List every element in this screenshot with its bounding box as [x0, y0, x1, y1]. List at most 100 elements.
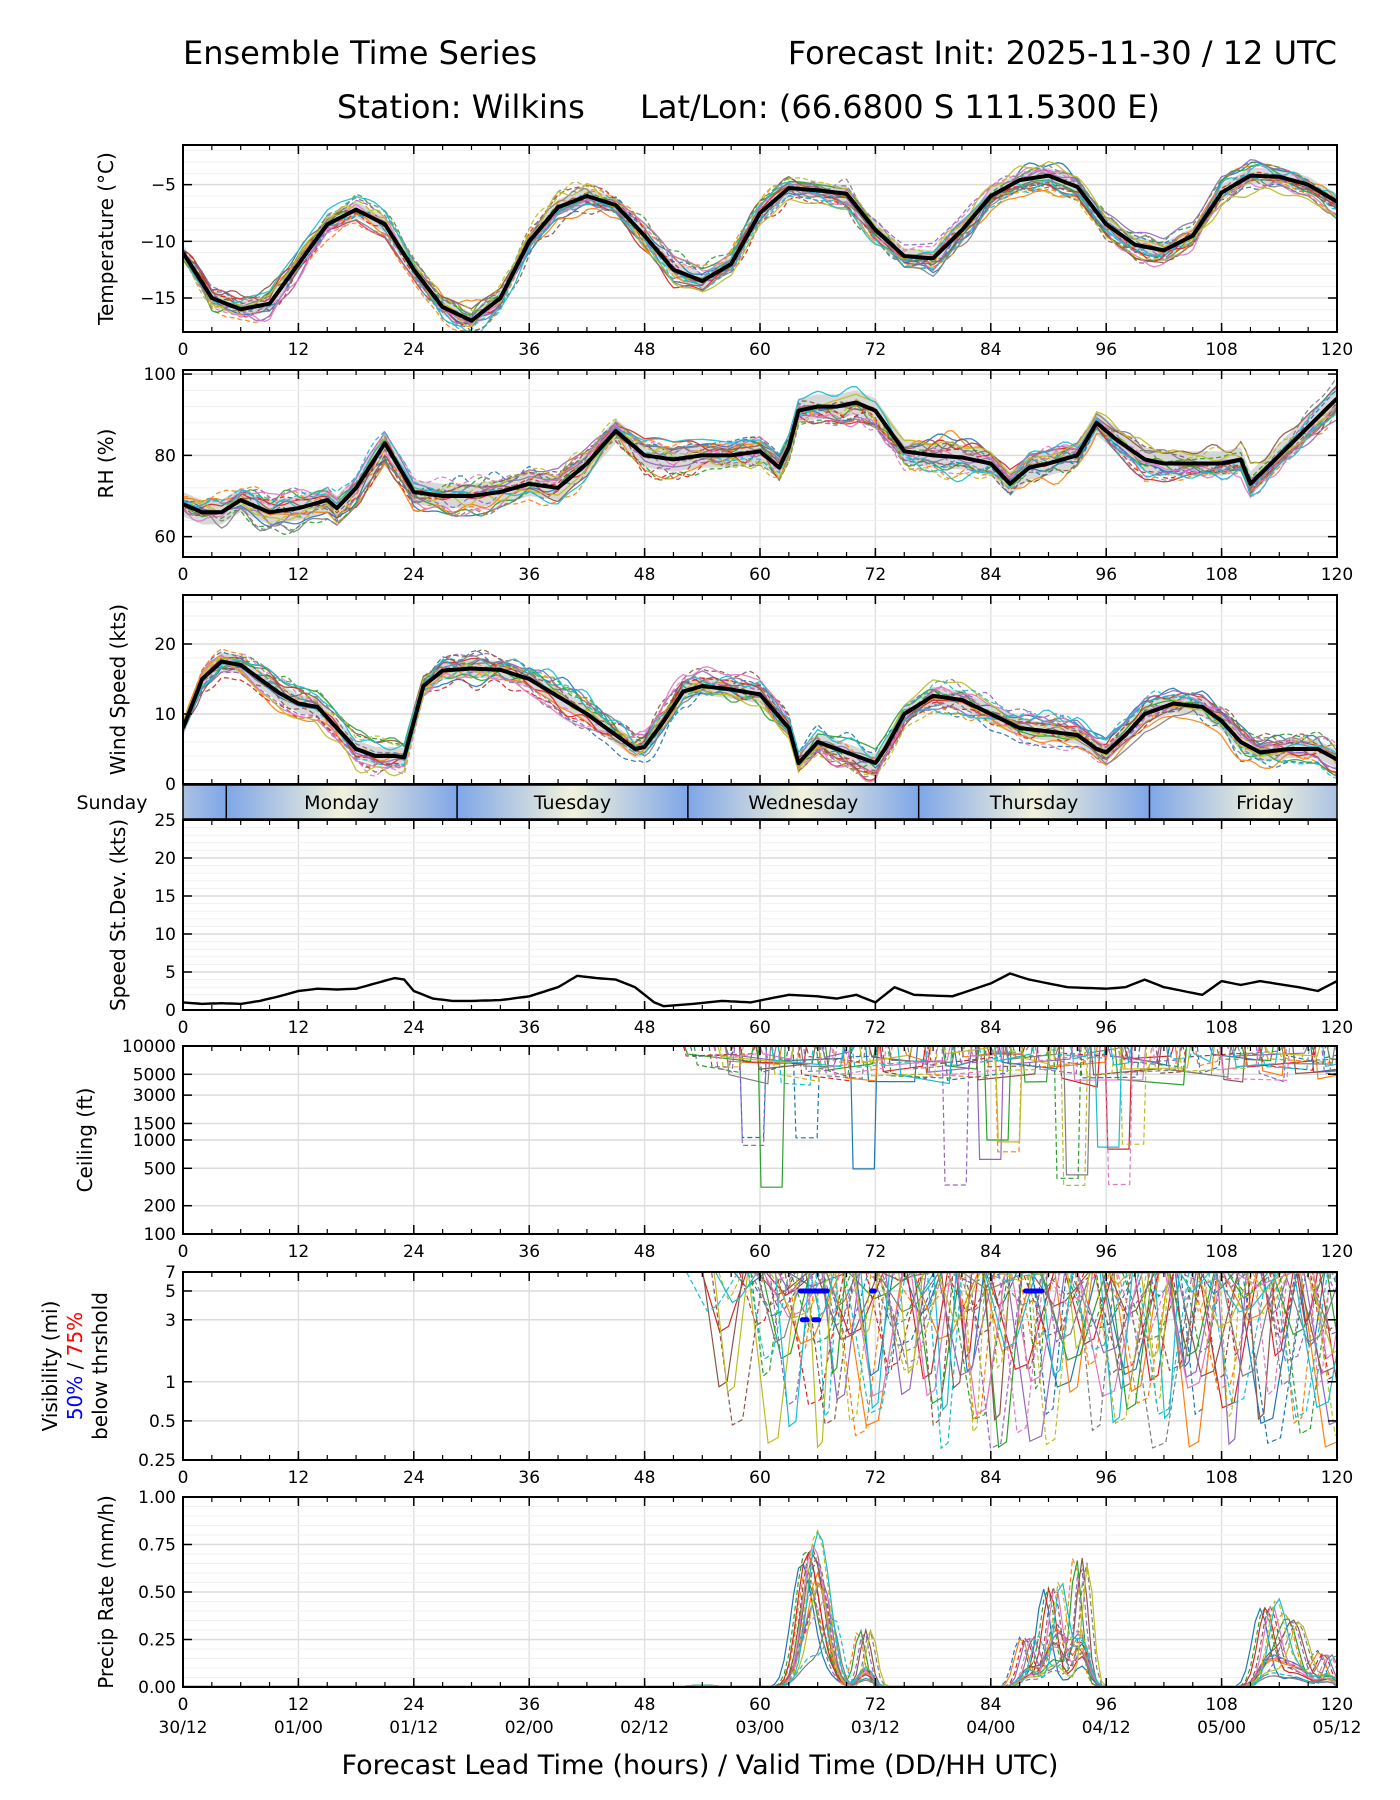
x-tick-label: 96 [1095, 1242, 1117, 1262]
x-tick-label: 108 [1205, 1695, 1237, 1715]
ensemble-member-line [183, 652, 1337, 777]
x-tick-label-valid-time: 03/00 [736, 1718, 785, 1738]
x-tick-label: 36 [518, 340, 540, 360]
vis-plot-area [686, 1272, 1337, 1450]
x-tick-label: 72 [865, 1695, 887, 1715]
y-tick-label: 100 [144, 1225, 176, 1245]
x-tick-label: 84 [980, 1242, 1002, 1262]
x-tick-label: 108 [1205, 1468, 1237, 1488]
ceiling-member-line [725, 1046, 1336, 1176]
x-tick-label: 72 [865, 1018, 887, 1038]
std-panel: 0 12 24 36 48 60 72 84 96 108 120 0 5 10 15 20 25 Speed S… [106, 811, 1353, 1038]
x-tick-label: 120 [1321, 1242, 1353, 1262]
figure-header: Ensemble Time Series Forecast Init: 2025… [0, 0, 1400, 130]
rh-plot-area [183, 376, 1337, 535]
ensemble-member-line [183, 658, 1337, 759]
x-tick-label: 72 [865, 1468, 887, 1488]
station-latlon: Lat/Lon: (66.6800 S 111.5300 E) [640, 88, 1160, 126]
x-tick-label: 24 [403, 1242, 425, 1262]
x-tick-label: 24 [403, 1695, 425, 1715]
ceiling-member-line [693, 1046, 1337, 1179]
y-tick-label: −5 [151, 176, 176, 196]
y-tick-label: 80 [154, 446, 176, 466]
x-tick-label: 60 [749, 340, 771, 360]
x-tick-label: 48 [634, 1018, 656, 1038]
y-tick-label: 20 [154, 635, 176, 655]
visibility-member-line [774, 1272, 1337, 1448]
ceiling-member-line [684, 1046, 1337, 1188]
x-tick-label: 36 [518, 565, 540, 585]
day-label: Friday [1236, 792, 1294, 814]
y-tick-label: 0.25 [138, 1631, 176, 1651]
y-tick-label: 25 [154, 811, 176, 831]
x-tick-label: 60 [749, 1242, 771, 1262]
y-tick-label: 7 [165, 1263, 176, 1283]
x-tick-label: 12 [288, 1018, 310, 1038]
x-tick-label: 108 [1205, 565, 1237, 585]
y-axis-label: Speed St.Dev. (kts) [106, 819, 130, 1011]
ceiling-member-line [771, 1046, 1337, 1080]
x-tick-label: 0 [178, 1018, 189, 1038]
x-tick-label: 12 [288, 565, 310, 585]
y-tick-label: 200 [144, 1197, 176, 1217]
y-tick-label: 15 [154, 887, 176, 907]
ensemble-member-line [183, 177, 1337, 315]
x-tick-label: 0 [178, 1695, 189, 1715]
x-tick-label: 96 [1095, 565, 1117, 585]
x-tick-label-valid-time: 04/00 [966, 1718, 1015, 1738]
x-tick-label: 96 [1095, 340, 1117, 360]
y-tick-label: 0 [165, 1001, 176, 1021]
ceiling-member-line [770, 1046, 1337, 1148]
y-tick-label: 0.50 [138, 1583, 176, 1603]
day-label: Wednesday [748, 792, 858, 814]
visibility-member-line [713, 1272, 1337, 1449]
x-tick-label: 36 [518, 1018, 540, 1038]
y-tick-label: 1 [165, 1373, 176, 1393]
x-tick-label: 0 [178, 340, 189, 360]
x-tick-label: 36 [518, 1242, 540, 1262]
x-tick-label: 120 [1321, 1695, 1353, 1715]
visibility-member-line [763, 1272, 1337, 1416]
x-tick-label: 48 [634, 1242, 656, 1262]
x-tick-label: 96 [1095, 1468, 1117, 1488]
x-tick-label: 84 [980, 1695, 1002, 1715]
y-tick-label: 20 [154, 849, 176, 869]
ensemble-mean-line [183, 173, 1337, 323]
x-tick-label-valid-time: 01/12 [389, 1718, 438, 1738]
ceiling-member-line [717, 1046, 1321, 1143]
y-tick-label: 0 [165, 775, 176, 795]
y-tick-label: 1.00 [138, 1488, 176, 1508]
x-tick-label: 48 [634, 565, 656, 585]
x-tick-label: 12 [288, 1695, 310, 1715]
x-tick-label: 84 [980, 1468, 1002, 1488]
y-axis-label: Wind Speed (kts) [106, 604, 130, 775]
y-tick-label: 5 [165, 1282, 176, 1302]
x-tick-label-valid-time: 02/12 [620, 1718, 669, 1738]
x-tick-label: 0 [178, 565, 189, 585]
x-tick-label: 84 [980, 1018, 1002, 1038]
rh-panel: 0 12 24 36 48 60 72 84 96 108 120 60 80 100 RH (%) [94, 365, 1353, 585]
ensemble-member-line [183, 402, 1337, 533]
x-tick-label: 120 [1321, 565, 1353, 585]
x-tick-label: 72 [865, 565, 887, 585]
x-tick-label: 72 [865, 1242, 887, 1262]
x-tick-label: 24 [403, 565, 425, 585]
day-label: Monday [304, 792, 379, 814]
x-tick-label-valid-time: 05/00 [1197, 1718, 1246, 1738]
x-tick-label-valid-time: 01/00 [274, 1718, 323, 1738]
x-tick-label: 48 [634, 340, 656, 360]
x-tick-label: 36 [518, 1468, 540, 1488]
ceiling-member-line [724, 1046, 1308, 1160]
ensemble-member-line [183, 387, 1337, 507]
x-tick-label: 12 [288, 1468, 310, 1488]
visibility-member-line [702, 1272, 1337, 1421]
y-tick-label: 0.00 [138, 1678, 176, 1698]
wind-panel: 0 10 20 Wind Speed (kts) [106, 594, 1338, 795]
y-tick-label: 5000 [133, 1065, 176, 1085]
x-tick-label-valid-time: 05/12 [1313, 1718, 1362, 1738]
x-tick-label-valid-time: 30/12 [159, 1718, 208, 1738]
x-tick-label-valid-time: 04/12 [1082, 1718, 1131, 1738]
day-band [918, 785, 1150, 819]
ensemble-member-line [183, 386, 1337, 513]
